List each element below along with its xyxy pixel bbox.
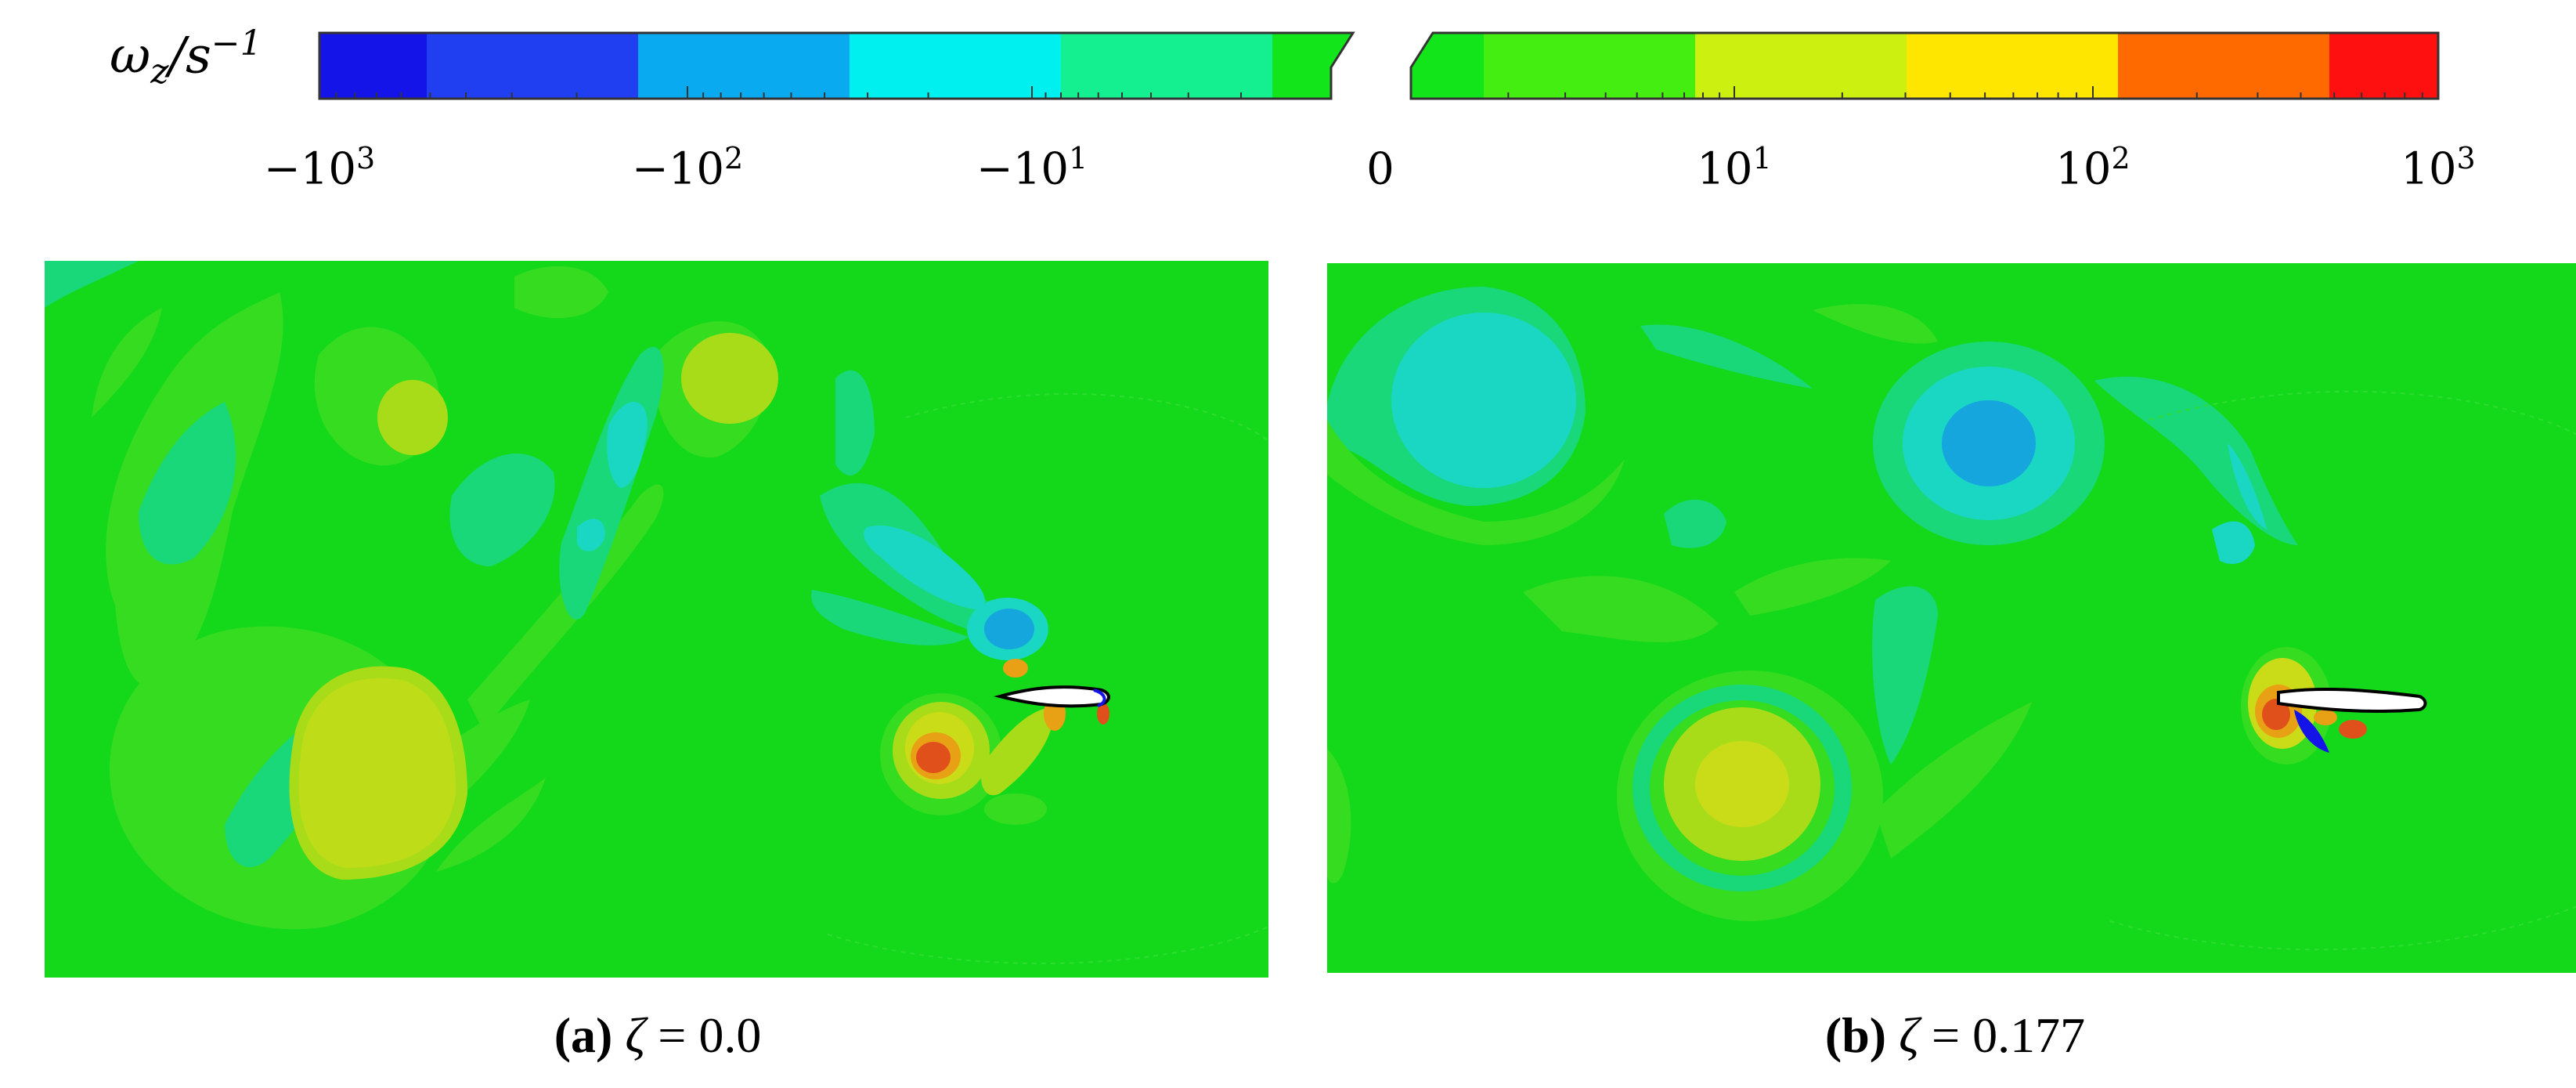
colorbar-swatch <box>1484 33 1695 99</box>
colorbar-break <box>1331 31 1358 100</box>
vortex-region <box>1523 576 1719 642</box>
vortex-region <box>1813 304 1938 344</box>
tick-label-pos-1e2: 102 <box>2055 141 2130 195</box>
vortex-region <box>2212 521 2255 564</box>
domain-interface <box>905 392 1268 442</box>
vortex-region <box>514 266 608 319</box>
vortex-region <box>577 519 605 551</box>
colorbar-positive-segment <box>1405 31 2438 100</box>
vortex-region <box>1327 749 1351 884</box>
colorbar-swatch <box>319 33 427 99</box>
vorticity-contour-b <box>1327 263 2576 973</box>
panel-b-contour-plot <box>1327 263 2576 973</box>
vortex-core <box>1695 741 1789 827</box>
vortex-region <box>139 402 236 565</box>
vortex-core <box>2262 699 2290 730</box>
caption-a: (a) ζ = 0.0 <box>554 1007 762 1063</box>
colorbar-minor-ticks <box>319 86 2439 99</box>
vortex-region <box>1640 324 1813 389</box>
vortex-core <box>916 742 951 773</box>
vortex-region <box>45 261 139 308</box>
vortex-core <box>1097 703 1109 725</box>
tick-label-zero: 0 <box>1366 143 1394 195</box>
vortex-region <box>1734 558 1891 616</box>
vortex-core <box>377 380 448 455</box>
vortex-core <box>2314 710 2337 725</box>
colorbar-label: ωz/s−1 <box>110 23 262 92</box>
vortex-region <box>811 590 969 645</box>
colorbar-swatch <box>850 33 1061 99</box>
vortex-region <box>607 402 648 488</box>
colorbar-break <box>1405 31 1433 100</box>
vortex-region <box>1327 420 1625 545</box>
vortex-region <box>1872 586 1938 764</box>
tick-label-neg-1e2: −102 <box>631 141 744 195</box>
vortex-core <box>2339 720 2367 739</box>
domain-interface <box>827 926 1268 964</box>
airfoil <box>994 685 1110 708</box>
vortex-region <box>835 370 875 476</box>
colorbar-swatch <box>1695 33 1907 99</box>
vortex-region <box>1664 499 1726 548</box>
vortex-region <box>981 707 1055 796</box>
colorbar-swatch <box>638 33 850 99</box>
domain-interface <box>2109 905 2576 951</box>
vortex-region <box>449 454 555 566</box>
vortex-core <box>1391 313 1576 488</box>
colorbar-swatch <box>1907 33 2118 99</box>
colorbar-negative-segment <box>319 31 1358 100</box>
vortex-region <box>984 793 1047 825</box>
tick-label-pos-1e3: 103 <box>2401 141 2476 195</box>
vortex-core <box>1942 400 2036 486</box>
vortex-core <box>298 678 456 868</box>
vortex-region <box>467 484 664 731</box>
vorticity-contour-a <box>45 261 1268 978</box>
vortex-region <box>92 308 162 417</box>
colorbar-swatch <box>427 33 638 99</box>
airfoil <box>2277 687 2427 713</box>
domain-interface <box>2148 390 2576 436</box>
caption-b: (b) ζ = 0.177 <box>1824 1007 2086 1063</box>
vortex-core <box>681 333 778 424</box>
colorbar-positive-outline <box>1409 31 2440 100</box>
vortex-region <box>2228 443 2267 530</box>
colorbar-swatch <box>1061 33 1272 99</box>
vortex-region <box>1875 702 2032 858</box>
tick-label-neg-1e3: −103 <box>263 141 376 195</box>
colorbar <box>318 31 2440 100</box>
vortex-region <box>436 778 546 872</box>
vortex-core <box>984 609 1034 649</box>
panel-a-contour-plot <box>45 261 1268 978</box>
vortex-region <box>864 526 985 609</box>
colorbar-swatch <box>2329 33 2438 99</box>
vortex-core <box>2294 710 2329 753</box>
tick-label-neg-1e1: −101 <box>976 141 1088 195</box>
airfoil-edge-vorticity <box>1093 689 1106 707</box>
vortex-core <box>1003 659 1028 678</box>
tick-label-pos-1e1: 101 <box>1697 141 1772 195</box>
colorbar-swatch <box>2118 33 2329 99</box>
